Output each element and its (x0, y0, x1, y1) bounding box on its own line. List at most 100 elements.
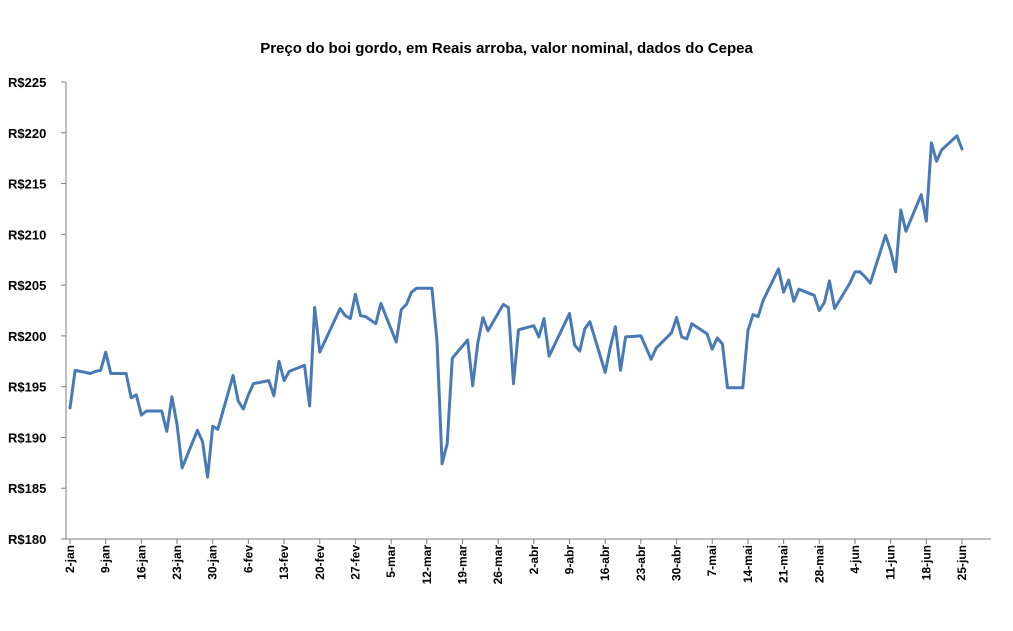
data-point (74, 369, 76, 371)
y-tick-label: R$225 (8, 75, 46, 90)
x-tick-label: 30-jan (206, 545, 220, 580)
data-point (288, 370, 290, 372)
data-point (395, 341, 397, 343)
data-point (319, 351, 321, 353)
data-point (624, 336, 626, 338)
data-point (752, 313, 754, 315)
data-point (507, 306, 509, 308)
y-tick-label: R$210 (8, 227, 46, 242)
data-point (889, 249, 891, 251)
data-point (584, 328, 586, 330)
data-point (742, 387, 744, 389)
data-point (788, 279, 790, 281)
data-point (782, 291, 784, 293)
series-group (68, 134, 964, 479)
data-point (670, 332, 672, 334)
data-point (477, 342, 479, 344)
y-tick-label: R$185 (8, 481, 46, 496)
data-point (400, 308, 402, 310)
data-point (237, 400, 239, 402)
data-point (105, 351, 107, 353)
x-tick-label: 6-fev (241, 545, 255, 573)
data-point (726, 387, 728, 389)
data-point (568, 312, 570, 314)
x-tick-label: 9-jan (99, 545, 113, 573)
x-tick-label: 12-mar (420, 545, 434, 585)
data-point (777, 268, 779, 270)
series-line (68, 134, 964, 479)
data-point (171, 396, 173, 398)
data-point (961, 148, 963, 150)
data-point (161, 410, 163, 412)
data-point (69, 407, 71, 409)
data-point (273, 395, 275, 397)
data-point (94, 370, 96, 372)
data-point (798, 288, 800, 290)
data-point (446, 442, 448, 444)
data-point (681, 336, 683, 338)
x-tick-label: 23-abr (634, 545, 648, 581)
data-point (349, 317, 351, 319)
data-point (135, 394, 137, 396)
data-point (706, 333, 708, 335)
data-point (675, 316, 677, 318)
data-point (604, 371, 606, 373)
x-tick-label: 30-abr (670, 545, 684, 581)
x-axis: 2-jan 9-jan 16-jan 23-jan 30-jan 6-fev 13-fev 2… (63, 538, 991, 585)
x-tick-label: 20-fev (313, 545, 327, 580)
data-point (354, 293, 356, 295)
data-point (762, 299, 764, 301)
data-point (589, 321, 591, 323)
data-point (747, 330, 749, 332)
y-tick-label: R$220 (8, 126, 46, 141)
data-point (84, 371, 86, 373)
data-point (176, 423, 178, 425)
data-point (833, 307, 835, 309)
data-point (436, 340, 438, 342)
x-tick-label: 2-jan (63, 545, 77, 573)
data-point (686, 338, 688, 340)
data-point (472, 385, 474, 387)
x-tick-label: 19-mar (455, 545, 469, 585)
data-point (166, 430, 168, 432)
data-point (441, 463, 443, 465)
data-point (813, 294, 815, 296)
data-point (130, 397, 132, 399)
data-point (543, 317, 545, 319)
data-point (410, 291, 412, 293)
data-point (303, 364, 305, 366)
data-point (201, 440, 203, 442)
data-point (864, 276, 866, 278)
data-point (573, 344, 575, 346)
data-point (405, 303, 407, 305)
x-tick-label: 28-mai (812, 545, 826, 583)
x-tick-label: 2-abr (527, 545, 541, 575)
data-point (793, 300, 795, 302)
data-point (655, 347, 657, 349)
data-point (869, 282, 871, 284)
y-tick-label: R$190 (8, 430, 46, 445)
x-tick-label: 21-mai (777, 545, 791, 583)
data-point (217, 428, 219, 430)
x-tick-label: 14-mai (741, 545, 755, 583)
data-point (925, 220, 927, 222)
y-tick-label: R$215 (8, 177, 46, 192)
data-point (339, 307, 341, 309)
data-point (640, 335, 642, 337)
data-point (278, 360, 280, 362)
y-axis: R$180 R$185 R$190 R$195 R$200 R$205 R$210 R$215… (8, 75, 67, 547)
data-point (451, 357, 453, 359)
data-point (268, 379, 270, 381)
x-tick-label: 25-jun (955, 545, 969, 580)
data-point (359, 314, 361, 316)
data-point (935, 160, 937, 162)
data-point (252, 382, 254, 384)
data-point (721, 343, 723, 345)
data-point (466, 339, 468, 341)
x-tick-label: 26-mar (491, 545, 505, 585)
data-point (691, 323, 693, 325)
x-tick-label: 23-jan (170, 545, 184, 580)
data-point (140, 414, 142, 416)
data-point (711, 348, 713, 350)
